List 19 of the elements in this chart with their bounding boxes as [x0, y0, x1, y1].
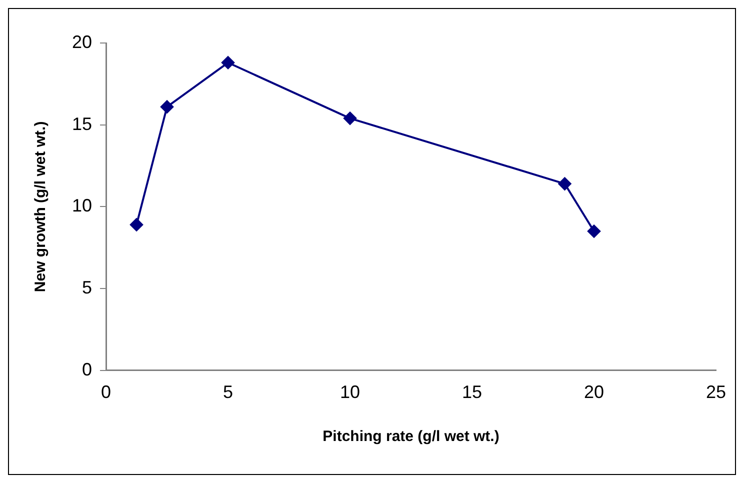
y-axis-title: New growth (g/l wet wt.) [32, 121, 50, 292]
y-tick-label: 20 [72, 32, 92, 52]
point [222, 56, 235, 70]
x-axis-title: Pitching rate (g/l wet wt.) [322, 428, 500, 446]
point [130, 218, 144, 232]
point [160, 100, 174, 114]
x-tick-label: 25 [706, 382, 726, 402]
point [558, 177, 572, 190]
y-tick-label: 5 [82, 278, 92, 298]
x-tick-label: 5 [223, 382, 234, 402]
point [344, 112, 357, 125]
y-tick-label: 15 [72, 114, 92, 134]
x-tick-label: 0 [101, 382, 112, 402]
y-tick-label: 10 [72, 196, 92, 216]
x-tick-label: 15 [462, 382, 482, 402]
x-tick-label: 10 [340, 382, 360, 402]
y-tick-label: 0 [82, 359, 92, 380]
point [588, 224, 601, 238]
x-tick-label: 20 [584, 382, 604, 402]
